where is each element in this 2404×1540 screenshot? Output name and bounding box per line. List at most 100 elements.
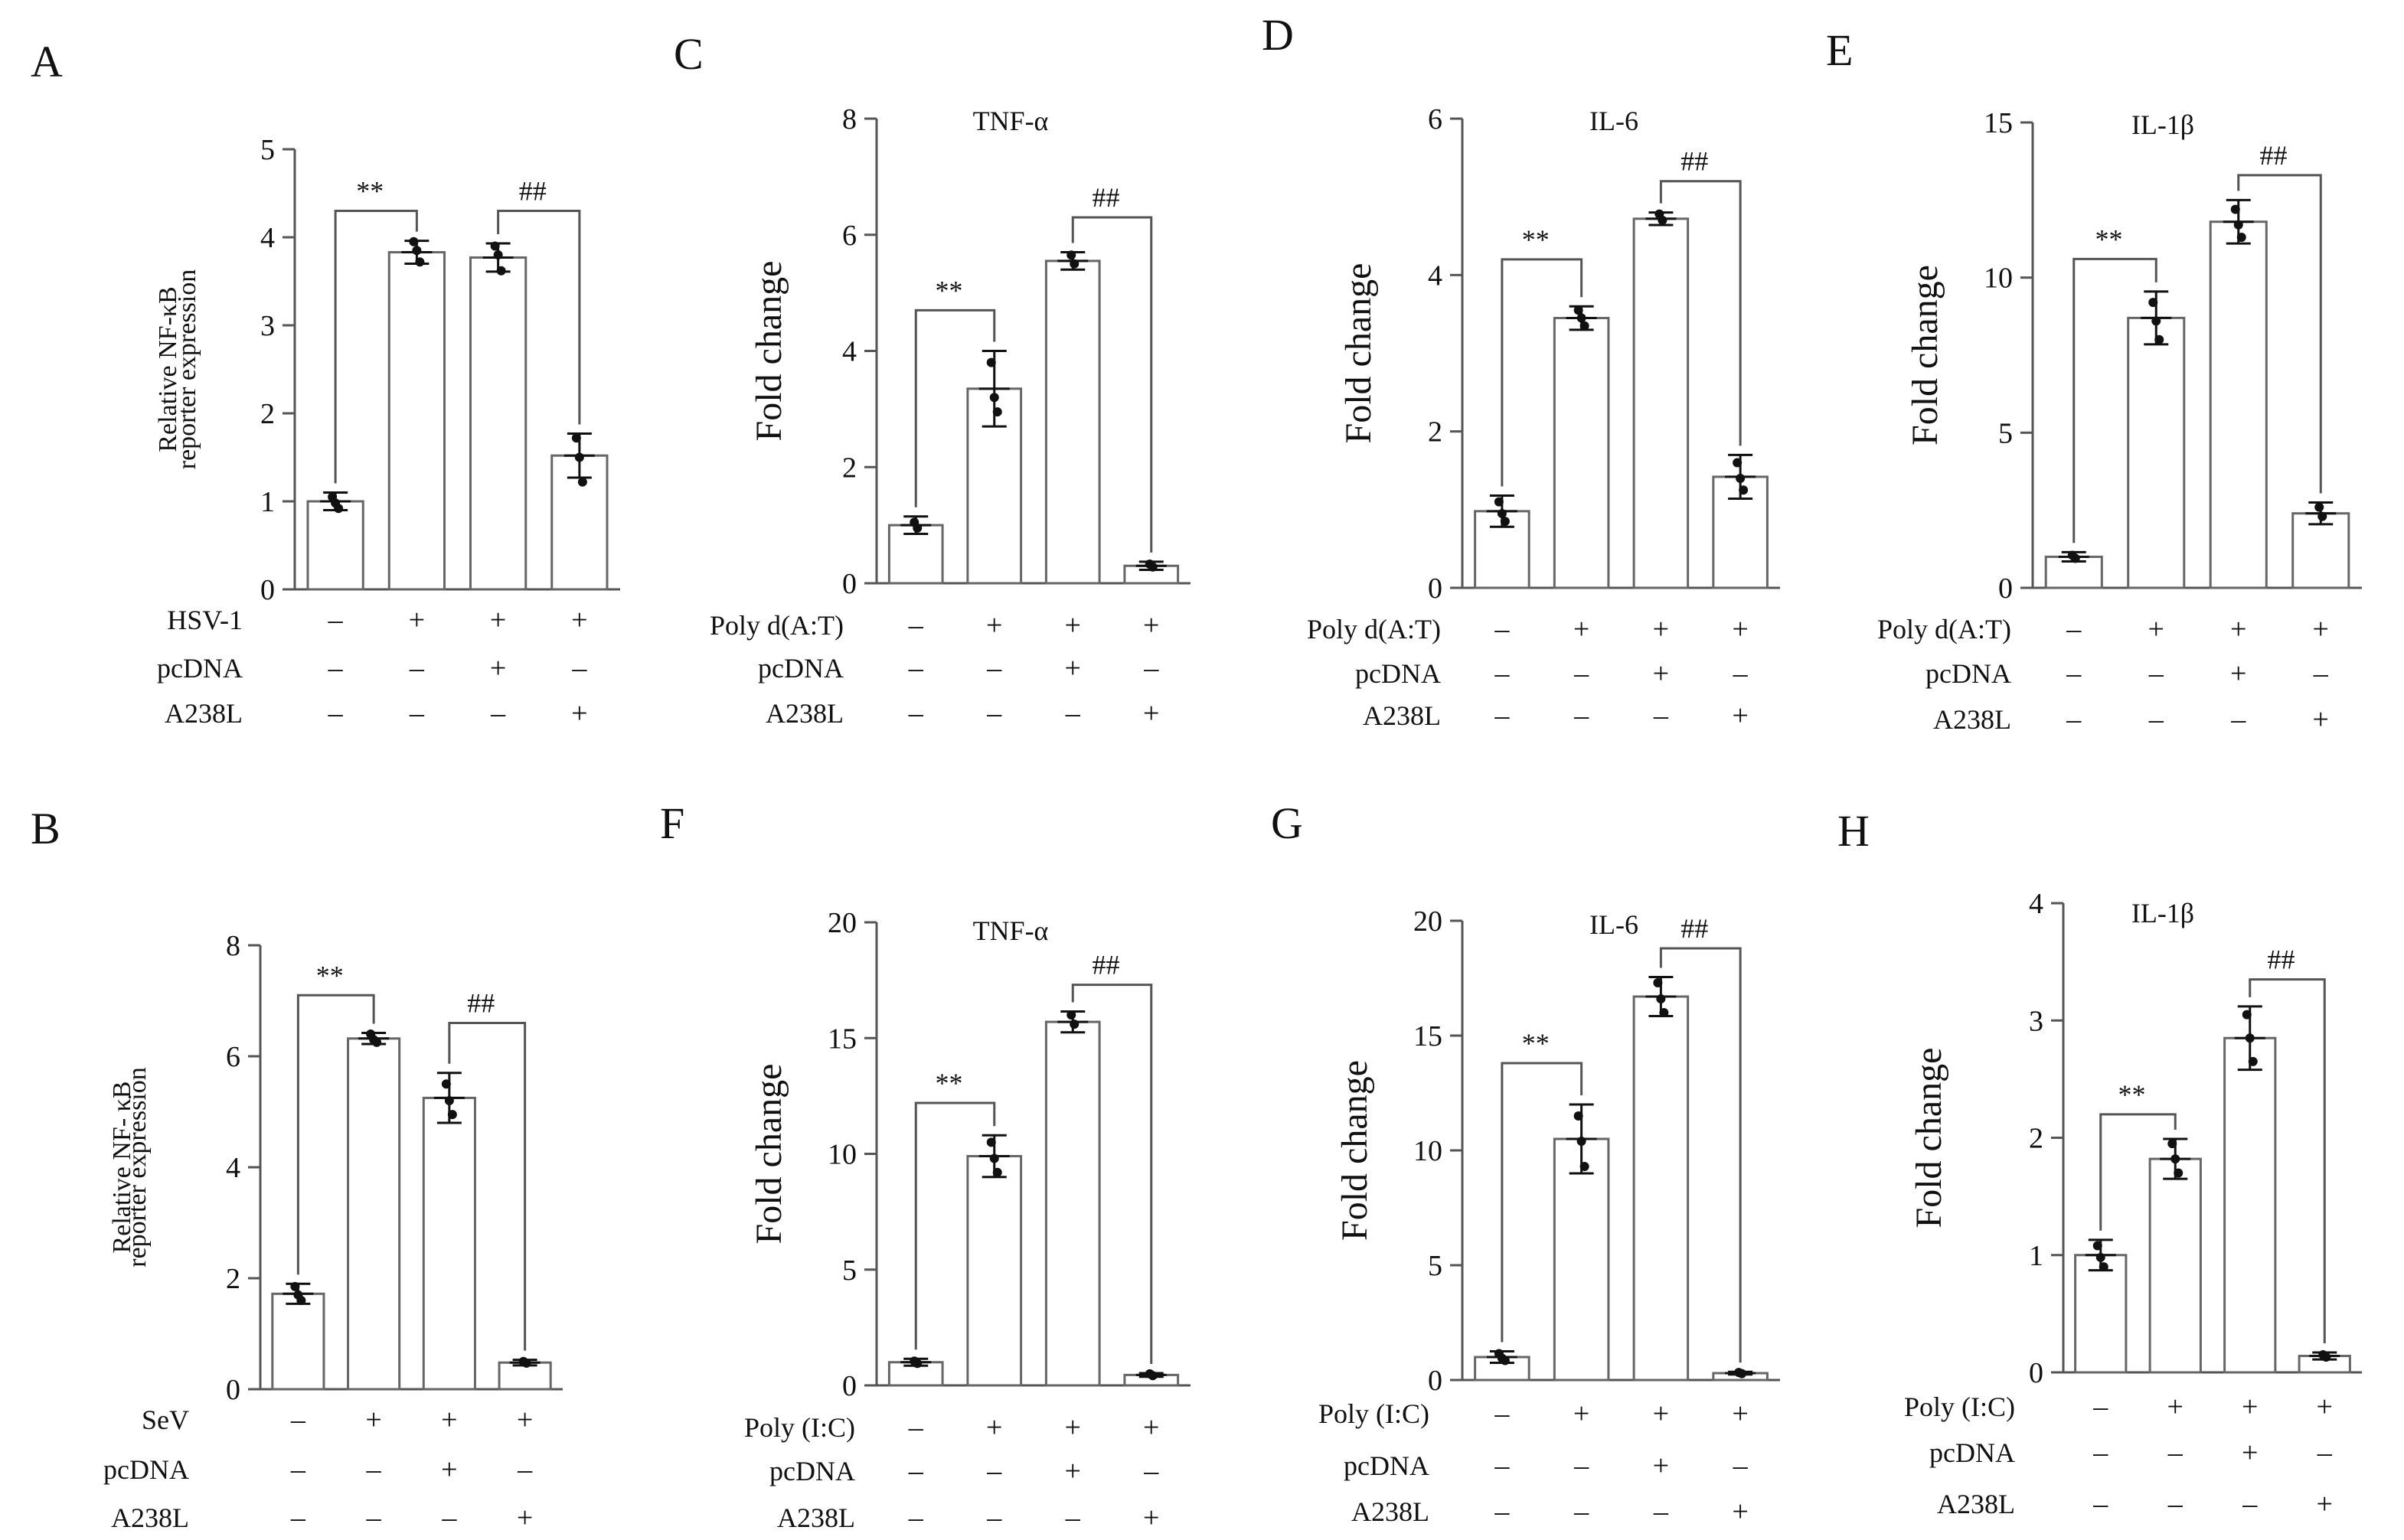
condition-value: + (1573, 613, 1589, 645)
data-point (2070, 553, 2080, 563)
panel-h: H IL-1β 0 1 2 3 4 Fold change ** ## Poly (I:C) – + + +… (1837, 806, 2362, 1520)
condition-value: + (2242, 1437, 2258, 1469)
condition-value: – (986, 697, 1002, 729)
bar (2127, 316, 2186, 589)
condition-value: – (409, 652, 425, 684)
condition-value: – (2066, 613, 2082, 645)
panel-letter: F (660, 798, 684, 848)
data-point (1066, 1010, 1076, 1020)
data-point (334, 504, 344, 514)
panel-letter: H (1837, 806, 1870, 856)
condition-value: + (1653, 1398, 1669, 1430)
condition-value: – (986, 652, 1002, 684)
data-point (571, 433, 581, 443)
condition-value: + (2230, 613, 2246, 645)
y-axis-label: Fold change (749, 261, 789, 442)
data-point (1500, 517, 1510, 527)
bar (1632, 217, 1690, 589)
panel-letter: E (1826, 25, 1853, 75)
data-point (2151, 316, 2161, 326)
condition-value: + (1065, 1411, 1081, 1444)
data-point (372, 1037, 382, 1047)
condition-label: Poly (I:C) (1318, 1398, 1429, 1429)
y-tick-label: 10 (1984, 263, 2013, 295)
significance-label: ** (316, 960, 344, 990)
data-point (574, 452, 584, 462)
significance-label: ** (2118, 1079, 2146, 1110)
y-tick-label: 0 (1428, 573, 1442, 605)
condition-label: A238L (1351, 1496, 1429, 1527)
significance-label: ## (1681, 146, 1708, 177)
data-point (1573, 305, 1583, 315)
data-point (1653, 978, 1663, 987)
condition-value: + (1653, 613, 1669, 645)
panel-title: TNF-α (973, 915, 1049, 946)
condition-value: – (908, 609, 924, 641)
y-tick-label: 5 (1998, 417, 2013, 449)
condition-value: – (908, 697, 924, 729)
significance-bracket (334, 210, 418, 484)
condition-label: pcDNA (1925, 658, 2011, 689)
panel-letter: B (31, 804, 60, 853)
significance-label: ## (519, 176, 547, 207)
y-tick-label: 4 (226, 1152, 240, 1184)
panel-g: G IL-6 0 5 10 15 20 Fold change ** ## Poly (I:C) – +… (1271, 798, 1780, 1528)
y-tick-label: 3 (260, 310, 275, 342)
condition-label: pcDNA (103, 1454, 189, 1485)
panel-f: F TNF-α 0 5 10 15 20 Fold change ** ## Poly (I:C) –… (660, 798, 1191, 1534)
significance-label: ** (1522, 1028, 1550, 1059)
data-point (1494, 497, 1504, 507)
data-point (415, 257, 425, 267)
data-point (1576, 313, 1586, 323)
condition-value: – (328, 604, 344, 636)
y-axis-label: Fold change (1334, 1060, 1375, 1241)
bar (1044, 259, 1101, 585)
condition-value: – (1733, 657, 1749, 690)
condition-value: + (1143, 1411, 1159, 1444)
data-point (1579, 321, 1589, 331)
data-point (2233, 220, 2243, 230)
data-point (2245, 1033, 2255, 1043)
condition-value: + (1653, 657, 1669, 690)
bar (1044, 1020, 1101, 1387)
condition-label: A238L (766, 698, 844, 729)
y-tick-label: 4 (2029, 888, 2043, 920)
condition-value: – (908, 652, 924, 684)
data-point (2095, 1252, 2105, 1262)
data-point (577, 477, 587, 487)
condition-value: + (365, 1404, 381, 1436)
condition-value: – (1733, 1450, 1749, 1482)
y-tick-label: 0 (1428, 1365, 1442, 1397)
significance-label: ## (1093, 182, 1120, 213)
data-point (1656, 994, 1666, 1003)
y-tick-label: 1 (2029, 1240, 2043, 1272)
condition-value: – (908, 1455, 924, 1487)
condition-value: – (2148, 703, 2164, 736)
data-point (1737, 1369, 1747, 1378)
condition-label: pcDNA (1929, 1437, 2015, 1468)
bar (387, 251, 446, 591)
condition-value: – (2167, 1488, 2184, 1520)
condition-label: SeV (142, 1405, 189, 1435)
condition-value: – (409, 697, 425, 729)
condition-value: + (517, 1502, 533, 1534)
condition-value: – (328, 652, 344, 684)
condition-value: + (2313, 703, 2329, 736)
data-point (290, 1281, 300, 1291)
condition-value: – (1143, 1455, 1159, 1487)
panel-letter: A (31, 37, 63, 86)
bar (422, 1096, 476, 1391)
condition-value: – (1573, 1496, 1589, 1528)
panel-c: C TNF-α 0 2 4 6 8 Fold change ** ## Poly d(A:T) – + +… (674, 29, 1191, 729)
condition-value: – (2230, 703, 2246, 736)
significance-label: ## (1093, 950, 1120, 980)
condition-value: + (1065, 1455, 1081, 1487)
condition-value: + (1065, 652, 1081, 684)
significance-bracket (1071, 216, 1153, 553)
condition-value: + (1732, 613, 1748, 645)
data-point (490, 241, 500, 251)
y-tick-label: 0 (2029, 1357, 2043, 1389)
bar (347, 1037, 401, 1391)
data-point (989, 1153, 999, 1163)
